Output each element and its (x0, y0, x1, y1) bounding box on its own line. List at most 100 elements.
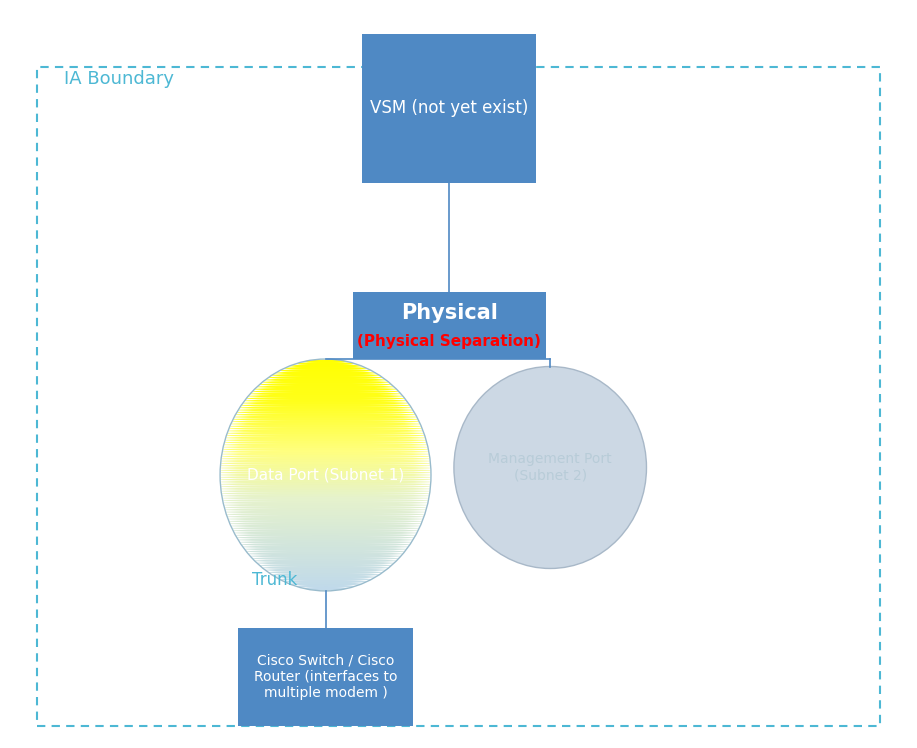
Ellipse shape (228, 518, 423, 521)
Ellipse shape (224, 444, 427, 447)
Ellipse shape (226, 436, 425, 440)
Ellipse shape (222, 494, 429, 497)
Ellipse shape (232, 420, 419, 423)
Text: Cisco Switch / Cisco
Router (interfaces to
multiple modem ): Cisco Switch / Cisco Router (interfaces … (254, 654, 397, 700)
Ellipse shape (252, 390, 399, 393)
Ellipse shape (237, 411, 414, 414)
Ellipse shape (237, 536, 414, 539)
Ellipse shape (257, 385, 394, 388)
Ellipse shape (250, 392, 401, 396)
Ellipse shape (236, 533, 415, 537)
Ellipse shape (243, 545, 408, 548)
Ellipse shape (265, 378, 386, 381)
Ellipse shape (225, 508, 426, 512)
Ellipse shape (223, 446, 428, 449)
FancyBboxPatch shape (362, 34, 536, 183)
Ellipse shape (296, 585, 355, 588)
Ellipse shape (454, 367, 646, 568)
Ellipse shape (249, 552, 403, 556)
Ellipse shape (257, 562, 394, 565)
Ellipse shape (255, 387, 396, 390)
Ellipse shape (250, 554, 401, 558)
Ellipse shape (247, 550, 404, 553)
Ellipse shape (220, 478, 431, 481)
Ellipse shape (231, 524, 420, 527)
Ellipse shape (223, 501, 428, 504)
Ellipse shape (304, 587, 347, 590)
Ellipse shape (245, 548, 406, 551)
Ellipse shape (221, 457, 430, 460)
Ellipse shape (245, 399, 406, 402)
Ellipse shape (220, 471, 431, 474)
Ellipse shape (239, 541, 412, 544)
Ellipse shape (241, 543, 410, 546)
Ellipse shape (275, 371, 376, 375)
Ellipse shape (249, 394, 403, 398)
Ellipse shape (220, 480, 431, 483)
Text: (Physical Separation): (Physical Separation) (358, 334, 541, 349)
Ellipse shape (296, 362, 355, 365)
Ellipse shape (284, 580, 367, 583)
Ellipse shape (231, 423, 420, 426)
Ellipse shape (233, 529, 418, 533)
FancyBboxPatch shape (353, 292, 546, 359)
FancyBboxPatch shape (238, 628, 413, 726)
Ellipse shape (280, 577, 371, 581)
Ellipse shape (225, 438, 426, 442)
Ellipse shape (236, 413, 415, 417)
Ellipse shape (247, 397, 404, 400)
Text: VSM (not yet exist): VSM (not yet exist) (370, 99, 528, 117)
Ellipse shape (284, 367, 367, 370)
Ellipse shape (221, 455, 430, 458)
Ellipse shape (230, 425, 421, 428)
Ellipse shape (220, 467, 431, 470)
Ellipse shape (222, 497, 429, 500)
Ellipse shape (226, 434, 425, 437)
Ellipse shape (265, 568, 386, 571)
Ellipse shape (260, 564, 392, 567)
Ellipse shape (223, 499, 428, 502)
Text: Physical: Physical (401, 304, 498, 323)
Text: Management Port
(Subnet 2): Management Port (Subnet 2) (489, 453, 612, 482)
Ellipse shape (221, 492, 430, 495)
Text: Data Port (Subnet 1): Data Port (Subnet 1) (247, 468, 404, 482)
Ellipse shape (269, 376, 382, 379)
Ellipse shape (227, 515, 424, 518)
Ellipse shape (220, 473, 431, 476)
Ellipse shape (241, 404, 410, 407)
Ellipse shape (262, 381, 389, 384)
Ellipse shape (262, 566, 389, 569)
Ellipse shape (280, 369, 371, 373)
Ellipse shape (220, 482, 431, 486)
Ellipse shape (227, 432, 424, 435)
Ellipse shape (275, 575, 376, 579)
Text: Trunk: Trunk (252, 571, 297, 589)
Ellipse shape (260, 383, 392, 386)
Ellipse shape (239, 406, 412, 409)
Ellipse shape (271, 374, 380, 377)
Ellipse shape (221, 485, 430, 488)
Ellipse shape (232, 527, 419, 530)
Ellipse shape (222, 453, 429, 456)
Ellipse shape (255, 560, 396, 562)
Ellipse shape (225, 506, 426, 509)
Ellipse shape (238, 539, 413, 542)
Ellipse shape (238, 408, 413, 411)
Ellipse shape (229, 427, 422, 430)
Ellipse shape (226, 513, 425, 516)
Ellipse shape (271, 573, 380, 576)
Ellipse shape (221, 487, 430, 491)
Ellipse shape (243, 402, 408, 405)
Ellipse shape (221, 459, 430, 463)
Ellipse shape (220, 476, 431, 479)
Ellipse shape (221, 490, 430, 493)
Ellipse shape (234, 531, 417, 535)
Ellipse shape (290, 364, 361, 367)
Text: IA Boundary: IA Boundary (64, 70, 174, 88)
Ellipse shape (230, 522, 421, 525)
Ellipse shape (252, 557, 399, 560)
Ellipse shape (225, 441, 426, 444)
Ellipse shape (223, 448, 428, 451)
Ellipse shape (220, 469, 431, 472)
Ellipse shape (290, 583, 361, 586)
